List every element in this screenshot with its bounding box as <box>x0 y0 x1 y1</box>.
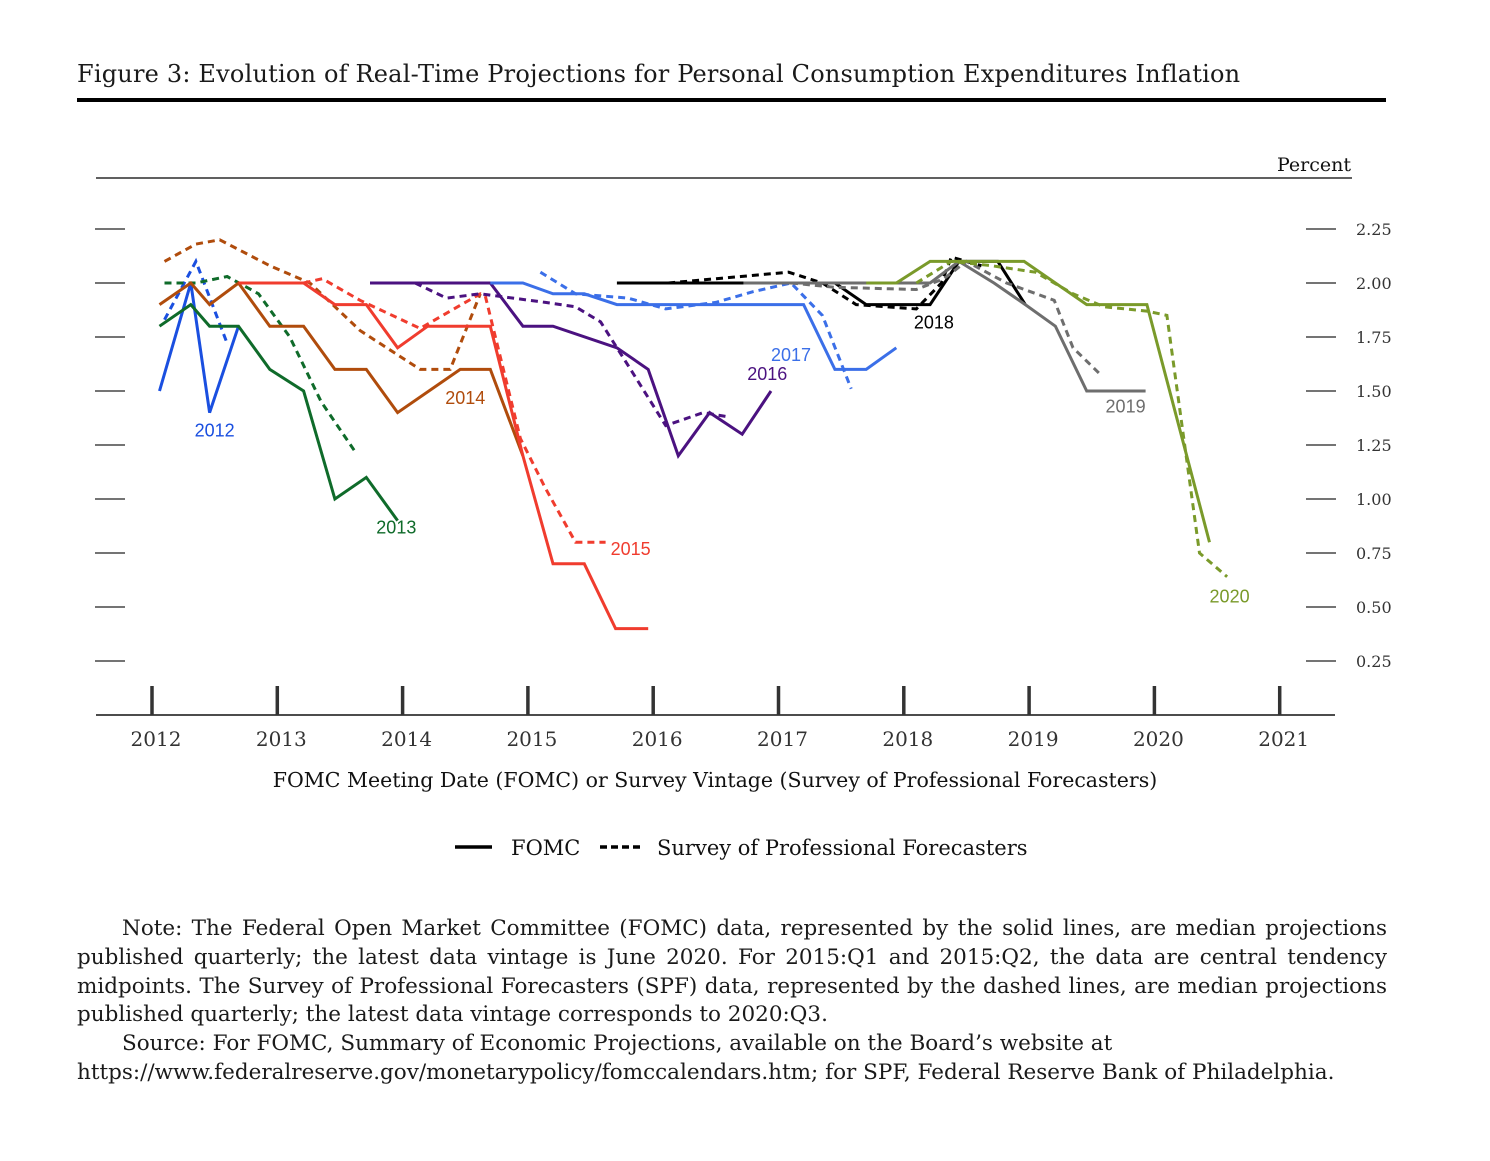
legend-label-spf: Survey of Professional Forecasters <box>657 836 1028 860</box>
x-tick-label: 2020 <box>1133 727 1184 751</box>
x-tick-label: 2021 <box>1258 727 1309 751</box>
x-tick-label: 2015 <box>506 727 557 751</box>
y-tick-label: 1.00 <box>1356 490 1392 509</box>
series-line-fomc-2020 <box>866 259 1211 543</box>
series-line-spf-2015 <box>303 277 606 544</box>
x-tick-label: 2016 <box>632 727 683 751</box>
series-line-spf-2016 <box>414 281 729 428</box>
y-tick-label: 2.25 <box>1356 220 1392 239</box>
x-tick-label: 2018 <box>882 727 933 751</box>
series-line-spf-2017 <box>539 270 853 390</box>
y-unit-label: Percent <box>1277 154 1351 176</box>
x-tick-label: 2019 <box>1008 727 1059 751</box>
legend-label-fomc: FOMC <box>511 836 580 860</box>
series-line-spf-2013 <box>164 274 357 453</box>
y-tick-label: 0.25 <box>1356 652 1392 671</box>
series-line-spf-2012 <box>163 257 229 345</box>
series-label-2015: 2015 <box>611 539 651 559</box>
source-line-1: Source: For FOMC, Summary of Economic Pr… <box>122 1031 1113 1057</box>
y-tick-label: 0.50 <box>1356 598 1392 617</box>
source-line-2: https://www.federalreserve.gov/monetaryp… <box>77 1059 1335 1085</box>
title-rule <box>77 98 1386 102</box>
x-tick-label: 2017 <box>757 727 808 751</box>
y-tick-label: 2.00 <box>1356 274 1392 293</box>
series-label-2019: 2019 <box>1106 397 1146 417</box>
x-tick-label: 2014 <box>381 727 432 751</box>
note-text: Note: The Federal Open Market Committee … <box>77 916 1387 1028</box>
series-label-2014: 2014 <box>445 388 485 408</box>
x-tick-label: 2012 <box>131 727 182 751</box>
series-label-2016: 2016 <box>747 364 787 384</box>
series-line-spf-2020 <box>915 259 1229 578</box>
chart: Percent 0.25 0.50 0.75 1.00 1.25 1.50 1.75 2.00… <box>95 154 1392 860</box>
y-tick-label: 1.75 <box>1356 328 1392 347</box>
series-line-fomc-2014 <box>158 280 525 457</box>
y-tick-label: 1.50 <box>1356 382 1392 401</box>
figure-title: Figure 3: Evolution of Real-Time Project… <box>77 60 1241 88</box>
figure-note: Note: The Federal Open Market Committee … <box>77 915 1387 1088</box>
series-line-fomc-2017 <box>490 281 898 371</box>
series-line-spf-2018 <box>668 255 982 311</box>
x-tick-label: 2013 <box>256 727 307 751</box>
y-tick-label: 0.75 <box>1356 544 1392 563</box>
y-tick-label: 1.25 <box>1356 436 1392 455</box>
series-label-2013: 2013 <box>376 518 416 538</box>
series-line-fomc-2012 <box>158 282 240 414</box>
series-label-2012: 2012 <box>195 420 235 440</box>
x-axis-label: FOMC Meeting Date (FOMC) or Survey Vinta… <box>273 768 1158 792</box>
series-label-2018: 2018 <box>914 312 954 332</box>
series-label-2020: 2020 <box>1210 587 1250 607</box>
series-label-2017: 2017 <box>771 345 811 365</box>
series-line-fomc-2015 <box>238 281 649 631</box>
series-line-fomc-2019 <box>743 259 1146 393</box>
series-line-fomc-2016 <box>370 281 773 460</box>
series-line-fomc-2013 <box>158 302 399 522</box>
